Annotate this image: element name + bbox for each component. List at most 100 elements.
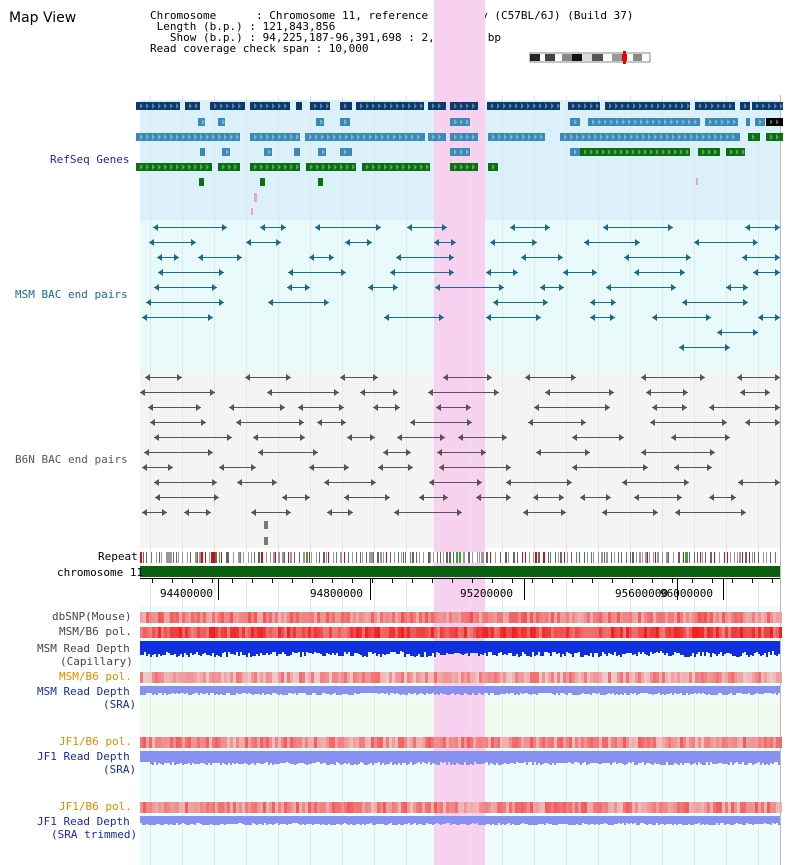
msm-b6-pol-2-heat [284, 672, 287, 683]
b6n-bac-pair-end [154, 434, 159, 441]
repeat-element [248, 552, 249, 563]
msm-depth-capillary-bar [618, 641, 620, 655]
jf1-depth-trimmed-bar [342, 816, 344, 824]
dbsnp-heat [395, 612, 398, 623]
jf1-depth-trimmed-bar [472, 816, 474, 823]
jf1-depth-trimmed-bar [288, 816, 290, 824]
msm-depth-capillary-bar [608, 641, 610, 653]
msm-depth-sra-bar [154, 686, 156, 694]
msm-b6-pol-2-heat [362, 672, 365, 683]
msm-depth-sra-bar [236, 686, 238, 693]
dbsnp-heat [146, 612, 149, 623]
repeat-element [639, 552, 641, 563]
msm-b6-pol-2-heat [548, 672, 551, 683]
msm-b6-pol-heat [455, 627, 458, 638]
b6n-bac-pair-end [571, 374, 576, 381]
jf1-depth-trimmed-bar [594, 816, 596, 825]
jf1-depth-sra-bar [506, 751, 508, 764]
jf1-depth-sra-bar [492, 751, 494, 764]
jf1-depth-sra-bar [534, 751, 536, 762]
jf1-b6-pol-2-heat [506, 802, 509, 813]
jf1-depth-trimmed-bar [292, 816, 294, 823]
gene-strand-arrow [152, 164, 155, 170]
b6n-bac-pair-end [142, 464, 147, 471]
jf1-depth-trimmed-bar [670, 816, 672, 824]
msm-depth-sra-bar [428, 686, 430, 694]
msm-bac-pair-end [725, 344, 730, 351]
track-label-msm-bac[interactable]: MSM BAC end pairs [15, 288, 128, 301]
msm-b6-pol-heat [332, 627, 335, 638]
msm-bac-pair-end [309, 254, 314, 261]
msm-bac-pair-end [154, 284, 159, 291]
jf1-depth-sra-bar [736, 751, 738, 762]
jf1-depth-trimmed-bar [400, 816, 402, 825]
msm-depth-capillary-bar [226, 641, 228, 657]
b6n-bac-pair-end [765, 389, 770, 396]
ideogram-band [603, 54, 612, 61]
repeat-element [348, 552, 349, 563]
jf1-depth-trimmed-bar [636, 816, 638, 825]
jf1-depth-sra-bar [164, 751, 166, 763]
track-label-b6n-bac[interactable]: B6N BAC end pairs [15, 453, 128, 466]
dbsnp-heat [206, 612, 209, 623]
msm-b6-pol-2-heat [326, 672, 329, 683]
jf1-depth-trimmed-bar [672, 816, 674, 825]
gene-strand-arrow [624, 134, 627, 140]
gene-strand-arrow [432, 103, 435, 109]
msm-bac-pair-end [288, 269, 293, 276]
jf1-b6-pol-heat [371, 737, 374, 748]
msm-depth-capillary-bar [662, 641, 664, 653]
repeat-element [151, 552, 152, 563]
msm-depth-capillary-bar [720, 641, 722, 652]
gene-strand-arrow [170, 103, 173, 109]
jf1-b6-pol-heat [404, 737, 407, 748]
jf1-depth-trimmed-bar [404, 816, 406, 824]
msm-b6-pol-heat [269, 627, 272, 638]
repeat-element [533, 552, 534, 563]
jf1-depth-sra-bar [384, 751, 386, 765]
msm-b6-pol-heat [404, 627, 407, 638]
jf1-depth-trimmed-bar [238, 816, 240, 823]
gene-strand-arrow [230, 134, 233, 140]
jf1-b6-pol-2-heat [653, 802, 656, 813]
jf1-b6-pol-heat [215, 737, 218, 748]
jf1-depth-sra-bar [472, 751, 474, 765]
track-label-refseq[interactable]: RefSeq Genes [50, 153, 130, 166]
msm-bac-pair-end [610, 314, 615, 321]
repeat-element [380, 552, 382, 563]
b6n-bac-pair-end [494, 389, 499, 396]
jf1-b6-pol-heat [194, 737, 197, 748]
dbsnp-heat [275, 612, 278, 623]
jf1-depth-trimmed-bar [482, 816, 484, 825]
gene-strand-arrow [680, 149, 683, 155]
jf1-b6-pol-heat [473, 737, 476, 748]
dbsnp-heat [770, 612, 773, 623]
msm-b6-pol-2-heat [722, 672, 725, 683]
msm-depth-capillary-bar [248, 641, 250, 653]
b6n-bac-pair-end [683, 389, 688, 396]
jf1-b6-pol-heat [293, 737, 296, 748]
msm-b6-pol-heat [200, 627, 203, 638]
gene-strand-arrow [681, 103, 684, 109]
b6n-bac-pair-end [437, 449, 442, 456]
jf1-depth-sra-bar [596, 751, 598, 763]
repeat-element [352, 552, 353, 563]
msm-b6-pol-heat [143, 627, 146, 638]
gene-strand-arrow [194, 134, 197, 140]
msm-depth-capillary-bar [492, 641, 494, 655]
jf1-b6-pol-2-heat [425, 802, 428, 813]
gene-strand-arrow [466, 119, 469, 125]
jf1-depth-trimmed-bar [234, 816, 236, 824]
repeat-element [749, 552, 750, 563]
refseq-gene-row1 [356, 102, 424, 110]
jf1-b6-pol-2-heat [332, 802, 335, 813]
jf1-depth-sra-bar [212, 751, 214, 763]
msm-depth-capillary-bar [380, 641, 382, 657]
refseq-gene-row2 [218, 118, 225, 126]
msm-depth-capillary-bar [616, 641, 618, 656]
msm-b6-pol-2-heat [236, 672, 239, 683]
msm-depth-capillary-bar [302, 641, 304, 652]
jf1-b6-pol-2-heat [440, 802, 443, 813]
gene-strand-arrow [420, 164, 423, 170]
